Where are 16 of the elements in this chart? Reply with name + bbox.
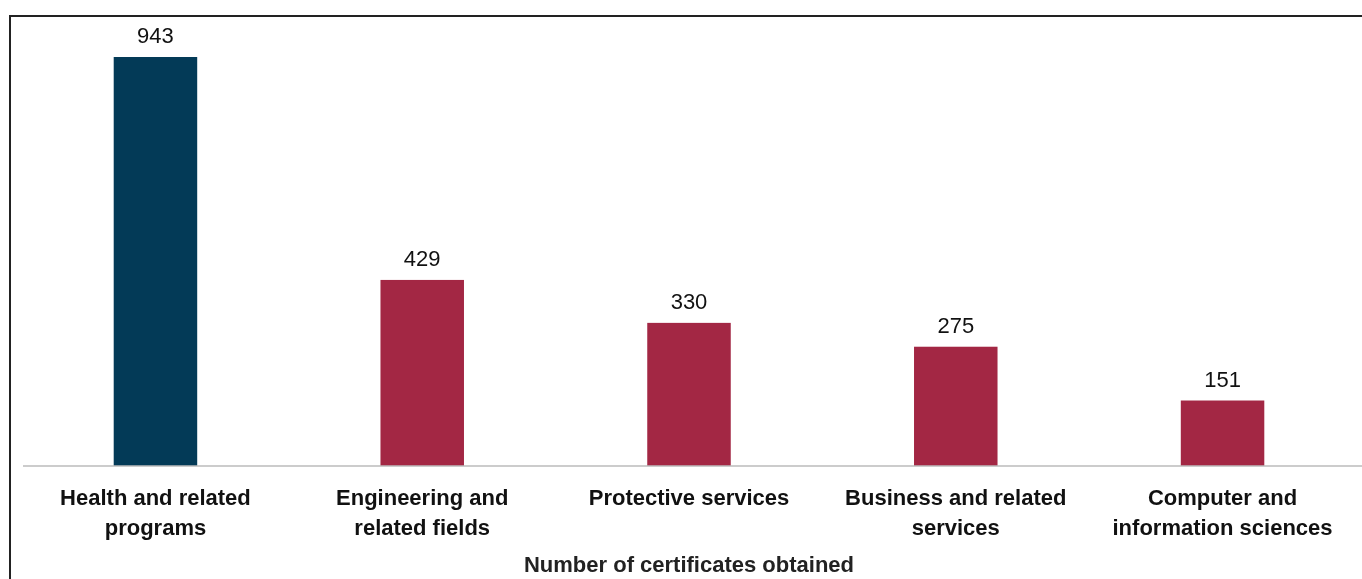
x-axis-title: Number of certificates obtained	[523, 552, 855, 577]
x-tick-label: Protective services	[588, 485, 790, 510]
bar	[113, 57, 198, 466]
x-tick-label: Engineering and related fields	[336, 485, 509, 540]
data-label: 151	[1204, 366, 1241, 392]
data-label: 943	[137, 23, 174, 48]
data-label: 330	[670, 288, 708, 314]
data-label: 429	[403, 245, 441, 271]
x-tick-label: Computer and information sciences	[1112, 485, 1333, 540]
x-tick-label: Business and related services	[845, 485, 1067, 540]
data-label: 275	[937, 312, 975, 338]
bar	[914, 346, 998, 466]
x-tick-label: Health and related programs	[60, 485, 251, 540]
bar	[647, 322, 731, 466]
bar	[1180, 400, 1265, 466]
bar	[380, 279, 464, 466]
